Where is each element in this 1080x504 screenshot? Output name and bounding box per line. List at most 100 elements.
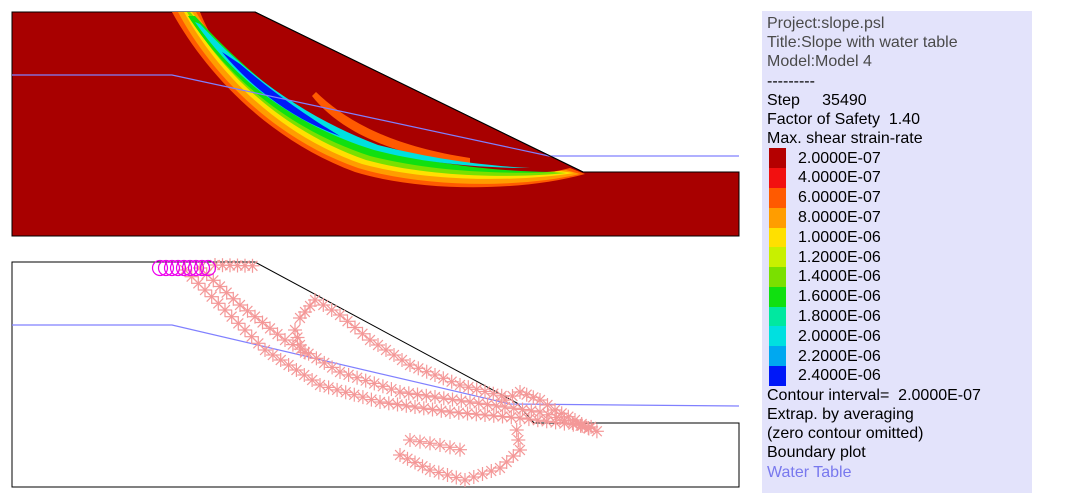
plastic-star (454, 393, 469, 408)
plastic-star (513, 443, 527, 457)
contour-value: 2.0000E-07 (798, 149, 881, 167)
plastic-star (486, 408, 501, 423)
plastic-star (530, 413, 545, 428)
plastic-star (309, 351, 324, 366)
plastic-star (511, 433, 526, 447)
contour-swatch (769, 286, 786, 307)
water-table-label: Water Table (767, 463, 852, 481)
contour-row: 6.0000E-07 (767, 187, 1032, 208)
contour-value: 2.2000E-06 (798, 347, 881, 365)
plastic-star (461, 380, 476, 395)
contour-value: 1.4000E-06 (798, 268, 881, 286)
contour-swatch (769, 346, 786, 367)
plastic-star (308, 293, 322, 307)
plastic-star (419, 388, 434, 403)
plastic-star (289, 363, 304, 377)
plastic-star (324, 303, 339, 317)
plastic-star (504, 410, 519, 425)
project-label: Project:slope.psl (767, 15, 885, 32)
plastic-star (478, 408, 492, 422)
plastic-star (313, 378, 327, 392)
contour-value: 1.6000E-06 (798, 288, 881, 306)
plastic-star (297, 368, 312, 382)
slope-body (11, 11, 740, 237)
plastic-star (540, 398, 555, 412)
plastic-star (451, 405, 466, 420)
plastic-star (270, 327, 285, 342)
slope-surface-top (254, 11, 584, 173)
plastic-star (416, 401, 431, 416)
plastic-star (367, 376, 382, 391)
plastic-star (305, 373, 320, 387)
plastic-star (263, 321, 277, 336)
plastic-star (387, 348, 401, 362)
plastic-star (413, 434, 427, 449)
contour-swatch (769, 366, 786, 386)
plastic-star (293, 311, 307, 325)
water-table-top (12, 74, 739, 157)
plastic-star (506, 401, 521, 416)
plastic-star (191, 276, 206, 291)
boundary-plot (11, 258, 740, 488)
plastic-star (453, 378, 467, 392)
plastic-star (355, 390, 370, 405)
plastic-star (393, 448, 407, 462)
plastic-star (390, 397, 405, 412)
tension-circle (175, 259, 193, 277)
plastic-star (460, 406, 475, 421)
legend-panel: Project:slope.psl Title:Slope with water… (762, 11, 1032, 493)
plastic-star (316, 298, 331, 312)
plastic-star (521, 412, 536, 427)
tension-circle (157, 259, 175, 277)
plastic-star (408, 400, 422, 414)
contour-value: 1.0000E-06 (798, 228, 881, 246)
title-label: Title:Slope with water table (767, 34, 958, 52)
contour-value: 1.2000E-06 (798, 248, 881, 266)
plastic-star (434, 403, 449, 418)
plastic-star (399, 398, 414, 413)
separator: --------- (767, 72, 815, 90)
contour-row: 1.0000E-06 (767, 227, 1032, 248)
plastic-star (574, 417, 589, 431)
plastic-star (373, 395, 387, 409)
plastic-star (423, 436, 437, 451)
plastic-star (513, 411, 527, 425)
plastic-star (410, 387, 425, 402)
plastic-star (443, 405, 457, 419)
plastic-star (278, 333, 292, 347)
plastic-star (379, 343, 393, 357)
plastic-star (493, 461, 507, 475)
plastic-star (445, 392, 460, 407)
contour-value: 2.4000E-06 (798, 367, 881, 385)
plastic-star (423, 463, 437, 477)
plastic-star (384, 382, 399, 397)
plastic-star (325, 360, 340, 375)
plastic-star (486, 386, 501, 401)
plastic-star (347, 387, 362, 402)
contour-value: 8.0000E-07 (798, 209, 881, 226)
plastic-star (317, 355, 332, 370)
contour-row: 1.2000E-06 (767, 247, 1032, 268)
plastic-star (533, 393, 547, 407)
plastic-star (463, 395, 477, 409)
plastic-star (449, 470, 464, 485)
plastic-star (244, 329, 259, 344)
tension-circle (169, 259, 187, 277)
contour-row: 1.4000E-06 (767, 267, 1032, 287)
contour-plot (11, 11, 740, 237)
contour-row: 1.6000E-06 (767, 286, 1032, 307)
plastic-star (515, 402, 530, 417)
plastic-star (478, 384, 492, 399)
tension-circle (163, 259, 181, 277)
contour-value: 2.0000E-06 (798, 327, 881, 345)
plastic-star (568, 413, 582, 427)
plastic-star (453, 442, 467, 457)
plastic-indicators (178, 258, 604, 487)
plastic-star (524, 403, 539, 418)
plastic-star (240, 303, 255, 318)
plastic-star (554, 406, 569, 421)
plastic-star (293, 338, 307, 352)
plastic-star (333, 308, 347, 322)
plastic-star (330, 382, 345, 397)
plastic-star (363, 333, 377, 347)
